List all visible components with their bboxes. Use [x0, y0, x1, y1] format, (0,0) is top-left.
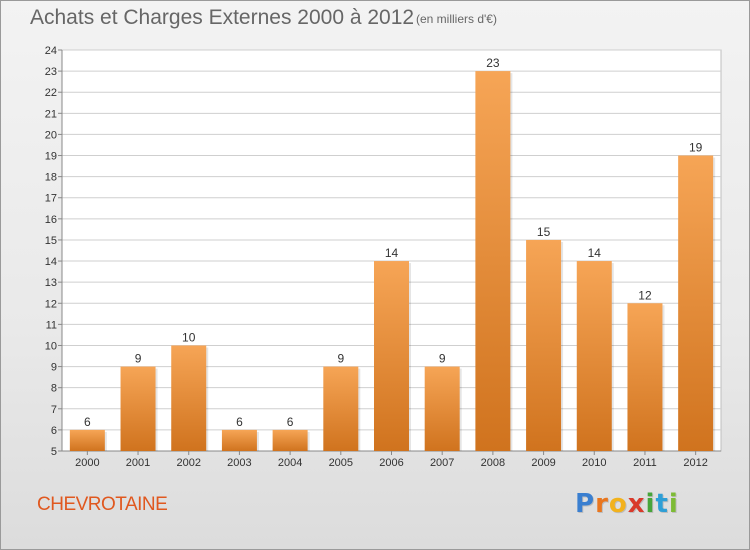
y-tick-label: 24 [45, 45, 57, 57]
x-tick-label: 2009 [531, 457, 555, 469]
data-label: 12 [638, 288, 652, 302]
bar [627, 303, 663, 451]
y-tick-label: 19 [45, 151, 57, 163]
bar [69, 429, 105, 451]
x-tick-label: 2006 [379, 457, 403, 469]
commune-name: CHEVROTAINE [37, 494, 168, 515]
x-tick-label: 2010 [582, 457, 606, 469]
y-tick-label: 18 [45, 172, 57, 184]
chart-title: Achats et Charges Externes 2000 à 2012 [30, 6, 415, 29]
y-tick-label: 16 [45, 214, 57, 226]
data-label: 6 [84, 415, 91, 429]
x-tick-label: 2000 [75, 457, 99, 469]
bar [678, 155, 714, 452]
data-label: 14 [385, 246, 399, 260]
y-tick-label: 21 [45, 108, 57, 120]
y-tick-label: 13 [45, 277, 57, 289]
x-tick-label: 2002 [176, 457, 200, 469]
bar [120, 366, 156, 451]
logo-letter: x [627, 489, 646, 519]
x-tick-label: 2005 [329, 457, 353, 469]
data-label: 14 [588, 246, 602, 260]
logo-letter: o [608, 489, 628, 519]
y-tick-label: 8 [51, 383, 57, 395]
bar [424, 366, 460, 451]
x-tick-label: 2012 [683, 457, 707, 469]
bar [576, 261, 612, 451]
y-tick-label: 10 [45, 340, 57, 352]
logo-letter: r [595, 489, 609, 519]
y-tick-label: 9 [51, 362, 57, 374]
data-label: 23 [486, 56, 500, 70]
bar [221, 429, 257, 451]
proxiti-logo: Proxiti [575, 489, 679, 519]
y-tick-label: 7 [51, 404, 57, 416]
y-tick-label: 14 [45, 256, 57, 268]
x-tick-label: 2003 [227, 457, 251, 469]
x-tick-label: 2004 [278, 457, 302, 469]
x-tick-label: 2007 [430, 457, 454, 469]
y-tick-label: 12 [45, 298, 57, 310]
y-tick-label: 15 [45, 235, 57, 247]
y-tick-label: 20 [45, 129, 57, 141]
logo-letter: P [575, 489, 596, 519]
chart-subtitle: (en milliers d'€) [416, 12, 497, 26]
y-tick-label: 5 [51, 446, 57, 458]
logo-letter: i [668, 489, 679, 519]
logo-letter: i [645, 489, 656, 519]
data-label: 15 [537, 225, 551, 239]
logo-letter: t [655, 489, 669, 519]
bar [272, 429, 308, 451]
bar [475, 71, 511, 452]
data-label: 6 [287, 415, 294, 429]
bar [171, 345, 207, 451]
y-tick-label: 6 [51, 425, 57, 437]
x-tick-label: 2008 [481, 457, 505, 469]
y-tick-label: 22 [45, 87, 57, 99]
bar [526, 239, 562, 451]
bar [374, 261, 409, 451]
data-label: 9 [439, 352, 446, 366]
data-label: 6 [236, 415, 243, 429]
bar [323, 366, 359, 451]
y-tick-label: 17 [45, 193, 57, 205]
data-label: 19 [689, 141, 703, 155]
x-tick-label: 2001 [126, 457, 150, 469]
data-label: 9 [337, 352, 344, 366]
data-label: 10 [182, 330, 196, 344]
data-label: 9 [135, 352, 142, 366]
y-tick-label: 11 [46, 319, 57, 331]
x-tick-label: 2011 [633, 457, 657, 469]
y-tick-label: 23 [45, 66, 57, 78]
